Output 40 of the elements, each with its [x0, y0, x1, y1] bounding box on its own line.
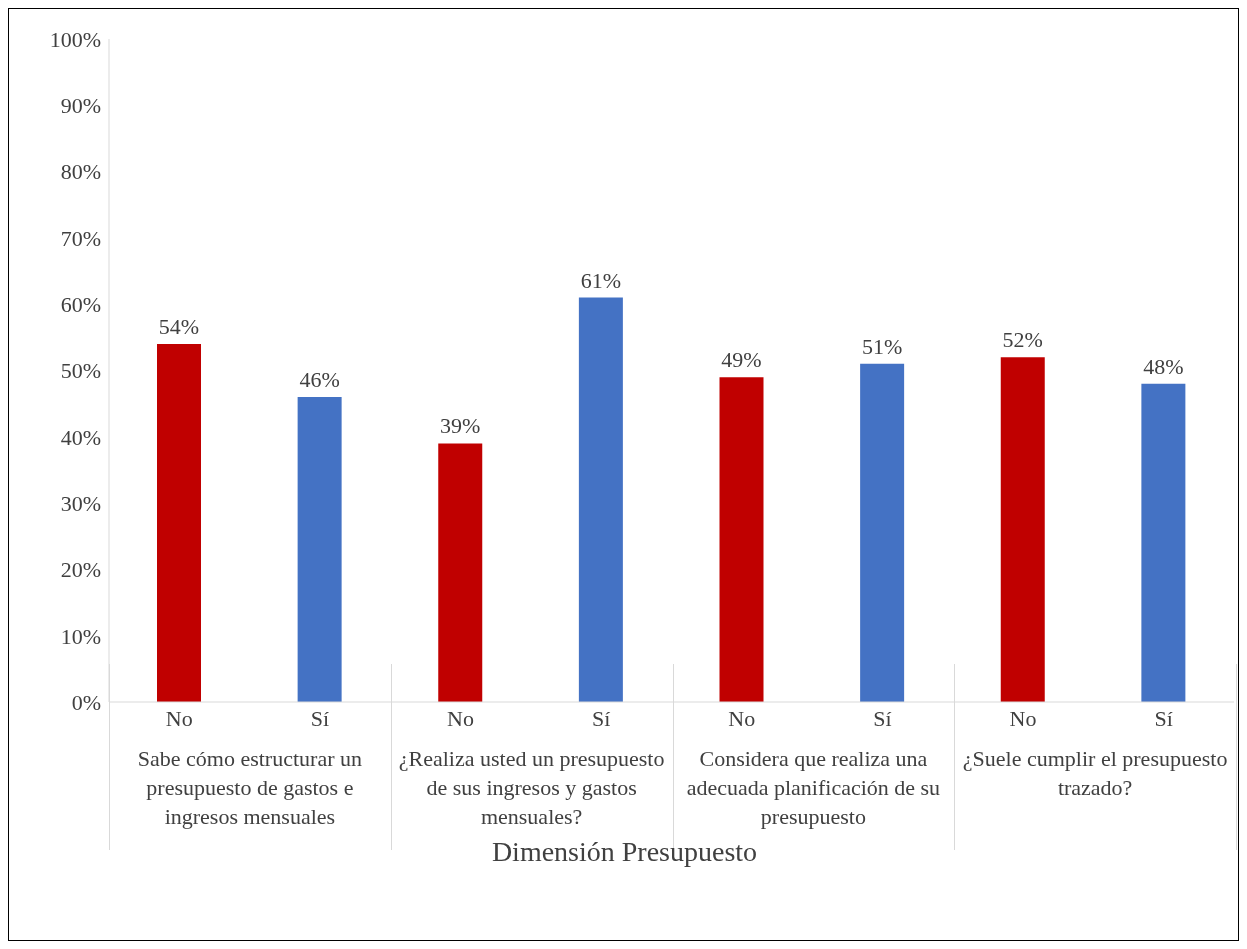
data-label: 49%: [721, 347, 762, 373]
text: ¿Suele cumplir el presupuesto trazado?: [961, 745, 1229, 802]
x-tick-label: No: [447, 705, 475, 731]
text: Considera que realiza una adecuada planificación de su presupuesto: [685, 745, 942, 831]
bar: [1000, 357, 1045, 702]
y-tick-label: 80%: [60, 159, 101, 185]
x-tick-label: Sí: [310, 705, 330, 731]
y-tick-label: 70%: [60, 225, 101, 251]
x-tick-label: No: [165, 705, 193, 731]
data-label: 48%: [1143, 353, 1184, 379]
y-tick-label: 40%: [60, 424, 101, 450]
data-label: 52%: [1002, 327, 1043, 353]
text: ¿Realiza usted un presupuesto de sus ingresos y gastos mensuales?: [397, 745, 666, 831]
data-label: 46%: [299, 367, 340, 393]
x-tick-label: Sí: [1154, 705, 1173, 731]
y-tick-label: 30%: [60, 490, 101, 516]
x-tick-label: No: [1009, 705, 1037, 731]
y-tick-label: 20%: [60, 557, 101, 583]
bar: [157, 343, 201, 702]
bar: [719, 377, 764, 702]
y-tick-label: 50%: [60, 358, 101, 384]
x-tick-label: Sí: [592, 705, 611, 731]
x-axis-title: Dimensión Presupuesto: [490, 836, 759, 868]
data-label: 54%: [158, 313, 200, 339]
data-label: 39%: [440, 413, 481, 439]
y-tick-label: 60%: [60, 292, 101, 318]
bar: [578, 297, 623, 702]
data-label: 51%: [861, 333, 903, 359]
bar: [1141, 383, 1186, 702]
x-tick-label: No: [728, 705, 756, 731]
y-tick-label: 100%: [49, 26, 101, 52]
y-tick-label: 0%: [71, 689, 101, 715]
data-label: 61%: [580, 267, 622, 293]
bar: [297, 397, 342, 702]
y-tick-label: 10%: [60, 623, 101, 649]
y-tick-label: 90%: [60, 93, 101, 119]
bar: [860, 363, 905, 702]
bar: [438, 443, 483, 702]
text: Sabe cómo estructurar un presupuesto de gastos e ingresos mensuales: [136, 745, 363, 831]
x-tick-label: Sí: [873, 705, 892, 731]
